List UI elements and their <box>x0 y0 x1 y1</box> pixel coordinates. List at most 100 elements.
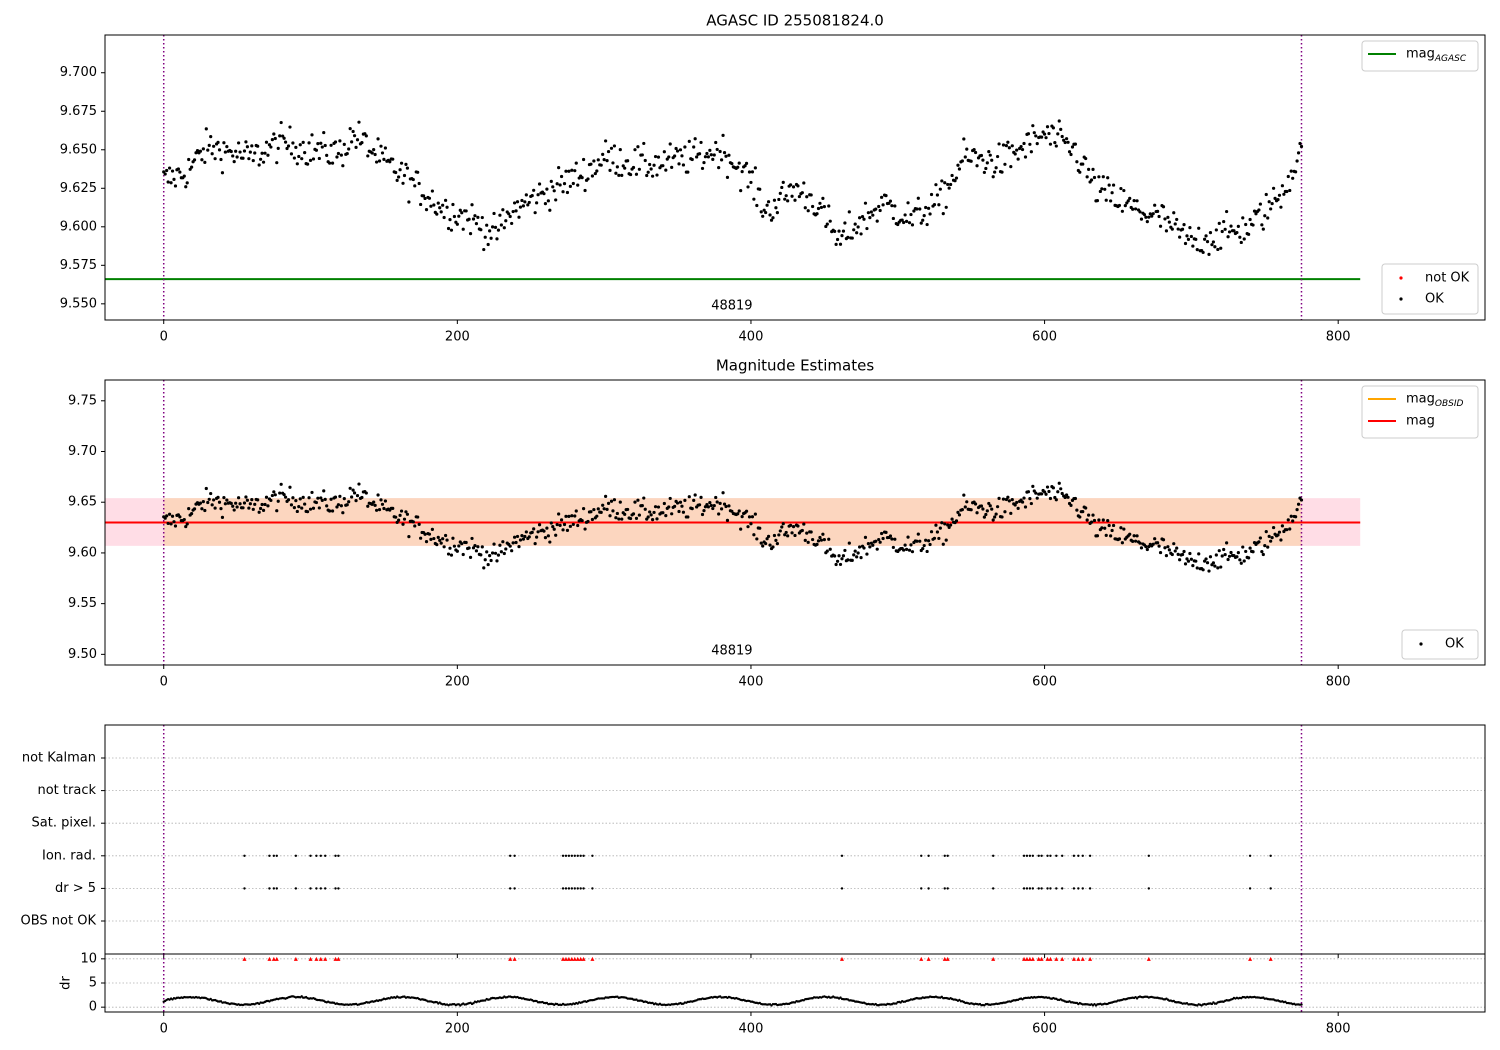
data-point <box>1291 519 1295 523</box>
data-point <box>1185 234 1189 238</box>
legend-point-swatch <box>1399 276 1403 280</box>
data-point <box>805 531 809 535</box>
ok-points <box>162 481 1304 573</box>
data-point <box>843 221 847 225</box>
data-point <box>621 164 625 168</box>
data-point <box>750 170 755 174</box>
flag-point <box>567 854 571 857</box>
legend-point-swatch <box>1399 297 1403 301</box>
data-point <box>1026 490 1031 494</box>
data-point <box>1194 237 1198 241</box>
legend-label: OK <box>1445 637 1464 652</box>
data-point <box>838 562 843 567</box>
data-point <box>1028 497 1032 501</box>
data-point <box>840 234 844 238</box>
flag-point <box>591 887 594 890</box>
data-point <box>586 177 590 181</box>
data-point <box>755 537 759 541</box>
data-point <box>1147 215 1151 219</box>
data-point <box>320 498 324 503</box>
data-point <box>1232 229 1236 233</box>
data-point <box>714 140 718 145</box>
data-point <box>855 231 859 235</box>
data-point <box>468 555 473 560</box>
data-point <box>821 196 825 200</box>
data-point <box>548 540 552 544</box>
data-point <box>604 494 608 499</box>
data-point <box>1251 550 1255 554</box>
data-point <box>1207 252 1211 256</box>
data-point <box>1294 515 1298 519</box>
data-point <box>602 158 606 162</box>
data-point <box>1220 229 1224 234</box>
data-point <box>1110 528 1114 533</box>
data-point <box>1222 547 1226 552</box>
flag-point <box>570 854 574 857</box>
data-point <box>875 219 879 223</box>
data-point <box>784 530 788 535</box>
data-point <box>1042 132 1047 136</box>
data-point <box>1023 155 1028 159</box>
data-point <box>990 158 994 162</box>
data-point <box>925 222 929 227</box>
data-point <box>921 547 925 551</box>
data-point <box>432 536 436 541</box>
data-point <box>874 207 878 211</box>
data-point <box>1263 544 1267 548</box>
dr-not-ok-marker <box>508 956 513 961</box>
data-point <box>238 502 242 506</box>
data-point <box>176 167 181 171</box>
data-point <box>1132 199 1136 203</box>
data-point <box>163 172 167 176</box>
data-point <box>464 209 468 213</box>
data-point <box>626 159 630 163</box>
data-point <box>276 146 280 150</box>
data-point <box>502 551 506 556</box>
flag-point <box>1022 854 1026 857</box>
legend-point-swatch <box>1419 642 1423 646</box>
data-point <box>1248 546 1252 550</box>
data-point <box>1103 187 1107 191</box>
data-point <box>783 197 787 201</box>
data-point <box>912 209 916 213</box>
data-point <box>219 157 223 162</box>
data-point <box>350 495 354 499</box>
data-point <box>380 151 385 155</box>
data-point <box>289 503 294 507</box>
data-point <box>1000 515 1004 519</box>
data-point <box>546 199 550 203</box>
data-point <box>973 150 978 155</box>
data-point <box>292 506 296 510</box>
flag-point <box>315 887 318 890</box>
dr-not-ok-marker <box>1054 956 1059 961</box>
dr-not-ok-marker <box>581 956 586 961</box>
data-point <box>203 508 207 513</box>
flag-point <box>991 887 995 890</box>
data-point <box>618 500 622 504</box>
data-point <box>718 149 722 154</box>
data-point <box>1020 500 1025 504</box>
data-point <box>501 540 505 544</box>
data-point <box>1175 217 1179 222</box>
data-point <box>247 506 251 510</box>
data-point <box>692 498 696 502</box>
data-point <box>740 170 744 174</box>
data-point <box>391 506 395 510</box>
data-point <box>485 223 489 227</box>
data-point <box>1122 527 1126 531</box>
data-point <box>370 151 374 155</box>
data-point <box>904 547 909 551</box>
flag-point <box>508 854 512 857</box>
data-point <box>217 148 222 152</box>
data-point <box>198 149 203 153</box>
data-point <box>649 167 653 171</box>
data-point <box>1288 527 1292 531</box>
flag-point <box>337 887 340 890</box>
data-point <box>438 206 442 210</box>
data-point <box>1248 217 1252 222</box>
dr-not-ok-marker <box>1027 956 1032 961</box>
data-point <box>514 540 518 545</box>
data-point <box>796 184 800 188</box>
data-point <box>1054 144 1058 148</box>
flag-point <box>582 887 585 890</box>
